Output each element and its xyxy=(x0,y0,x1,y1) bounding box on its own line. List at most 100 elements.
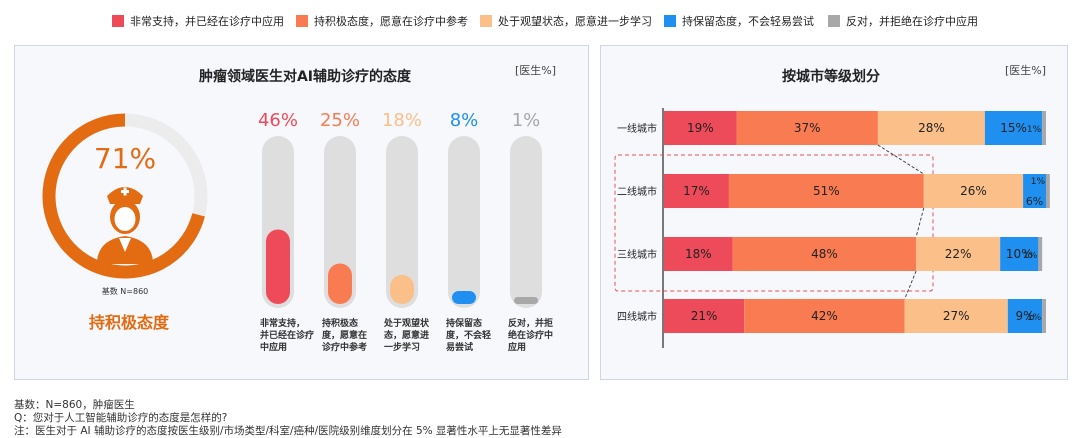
segment-value-label: 28% xyxy=(918,121,945,135)
pill-category-label: 态，愿意进 xyxy=(384,329,429,341)
right-chart-panel: 按城市等级划分 [医生%] 一线城市 19% 37% 28% 15% 1% 二线城市 17% 5… xyxy=(600,45,1068,380)
segment-value-label: 15% xyxy=(1000,121,1027,135)
segment-value-label: 18% xyxy=(685,247,712,261)
pill-track xyxy=(448,136,480,308)
pill-category-label: 非常支持， xyxy=(260,317,305,329)
legend-label: 持保留态度，不会轻易尝试 xyxy=(682,15,814,28)
segment-value-label: 19% xyxy=(687,121,714,135)
left-chart-unit: [医生%] xyxy=(515,64,557,77)
legend-label: 反对，并拒绝在诊疗中应用 xyxy=(846,15,978,28)
pill-bar xyxy=(452,291,476,304)
segment-value-label: 22% xyxy=(945,247,972,261)
pill-track xyxy=(510,136,542,308)
pill-bar xyxy=(328,263,352,304)
pill-category-label: 持保留态 xyxy=(446,317,482,329)
legend-item-wait-and-see: 处于观望状态，愿意进一步学习 xyxy=(480,12,652,30)
pill-category-label: 反对，并拒 xyxy=(508,317,553,329)
segment-value-label: 1% xyxy=(1027,125,1042,135)
category-label: 一线城市 xyxy=(617,122,657,135)
pill-category-label: 一步学习 xyxy=(384,341,420,353)
left-chart-panel: 肿瘤领域医生对AI辅助诊疗的态度 [医生%] 71% 基数 N=860 持积极态… xyxy=(14,45,589,380)
footnote-note: 注：医生对于 AI 辅助诊疗的态度按医生级别/市场类型/科室/癌种/医院级别维度… xyxy=(14,425,562,437)
legend-item-oppose: 反对，并拒绝在诊疗中应用 xyxy=(828,12,978,30)
legend-item-positive: 持积极态度，愿意在诊疗中参考 xyxy=(296,12,468,30)
stacked-bar-segment xyxy=(904,299,1008,333)
pill-bar xyxy=(514,297,538,304)
segment-value-label: 10% xyxy=(1006,247,1033,261)
gauge-chart: 71% 基数 N=860 xyxy=(42,113,208,296)
segment-value-label: 37% xyxy=(794,121,821,135)
segment-value-label: 21% xyxy=(691,309,718,323)
category-label: 二线城市 xyxy=(617,185,657,198)
pill-category-label: 度，不会轻 xyxy=(446,329,491,341)
legend-item-reserved: 持保留态度，不会轻易尝试 xyxy=(664,12,814,30)
attitude-pill-chart: 46% 非常支持，并已经在诊疗中应用 25% 持积极态度，愿意在诊疗中参考 18% 处于观… xyxy=(258,110,553,353)
stacked-bar-segment xyxy=(732,237,917,271)
category-label: 四线城市 xyxy=(617,310,657,323)
pill-bar xyxy=(266,229,290,304)
footnote-base: 基数：N=860，肿瘤医生 xyxy=(14,399,135,411)
pill-bar xyxy=(390,274,414,304)
segment-value-label: 42% xyxy=(811,309,838,323)
pill-category-label: 诊疗中参考 xyxy=(322,341,367,353)
stacked-bar-segment xyxy=(664,299,745,333)
category-label: 三线城市 xyxy=(617,248,657,261)
left-chart-title: 肿瘤领域医生对AI辅助诊疗的态度 xyxy=(198,69,412,85)
segment-value-label: 17% xyxy=(683,184,710,198)
right-chart-title: 按城市等级划分 xyxy=(782,69,880,85)
stacked-bar-segment xyxy=(923,174,1024,208)
pill-track xyxy=(324,136,356,308)
pill-value-label: 25% xyxy=(320,110,360,131)
pill-category-label: 中应用 xyxy=(260,341,287,353)
legend-label: 持积极态度，愿意在诊疗中参考 xyxy=(314,15,468,28)
stacked-bar-segment xyxy=(1038,237,1043,271)
stacked-bar-segment xyxy=(1000,237,1039,271)
segment-value-label: 9% xyxy=(1015,309,1034,323)
stacked-bar-segment xyxy=(664,111,737,145)
legend-item-strong-support: 非常支持，并已经在诊疗中应用 xyxy=(112,12,284,30)
segment-value-label: 48% xyxy=(811,247,838,261)
pill-category-label: 并已经在诊疗 xyxy=(260,329,314,341)
segment-value-label: 1% xyxy=(1031,177,1046,187)
stacked-bar-segment xyxy=(1007,299,1043,333)
pill-value-label: 18% xyxy=(382,110,422,131)
segment-value-label: 1% xyxy=(1023,251,1038,261)
legend-label: 非常支持，并已经在诊疗中应用 xyxy=(130,15,284,28)
stacked-bar-segment xyxy=(1046,174,1050,208)
pill-category-label: 度，愿意在 xyxy=(322,329,367,341)
gauge-value: 71% xyxy=(94,142,156,175)
city-tier-stacked-bar-chart: 一线城市 19% 37% 28% 15% 1%二线城市 17% 51% 26%6%1%三线城市 1… xyxy=(614,108,1050,348)
connector-line xyxy=(904,270,917,300)
pill-category-label: 绝在诊疗中 xyxy=(508,329,553,341)
pill-value-label: 8% xyxy=(450,110,479,131)
stacked-bar-segment xyxy=(1042,111,1046,145)
legend-swatch xyxy=(664,15,676,27)
legend-label: 处于观望状态，愿意进一步学习 xyxy=(498,15,652,28)
legend-swatch xyxy=(296,15,308,27)
pill-category-label: 持积极态 xyxy=(322,317,358,329)
connector-line xyxy=(915,207,925,238)
doctor-icon xyxy=(97,187,153,264)
legend-swatch xyxy=(480,15,492,27)
stacked-bar-segment xyxy=(664,237,733,271)
stacked-bar-segment xyxy=(728,174,924,208)
pill-category-label: 易尝试 xyxy=(446,341,473,353)
legend: 非常支持，并已经在诊疗中应用 持积极态度，愿意在诊疗中参考 处于观望状态，愿意进… xyxy=(0,0,1080,40)
segment-value-label: 51% xyxy=(813,184,840,198)
segment-value-label: 26% xyxy=(960,184,987,198)
pill-category-label: 应用 xyxy=(508,341,526,353)
segment-value-label: 6% xyxy=(1026,195,1043,208)
pill-value-label: 46% xyxy=(258,110,298,131)
stacked-bar-segment xyxy=(984,111,1043,145)
stacked-bar-segment xyxy=(916,237,1001,271)
gauge-caption: 持积极态度 xyxy=(88,313,169,332)
gauge-base-label: 基数 N=860 xyxy=(102,286,149,296)
gauge-arc xyxy=(42,113,205,279)
stacked-bar-segment xyxy=(1042,299,1046,333)
connector-line xyxy=(877,144,925,175)
segment-value-label: 1% xyxy=(1027,313,1042,323)
stacked-bar-segment xyxy=(1023,174,1046,208)
segment-value-label: 27% xyxy=(943,309,970,323)
footnote-question: Q：您对于人工智能辅助诊疗的态度是怎样的? xyxy=(14,412,228,424)
stacked-bar-segment xyxy=(664,174,729,208)
